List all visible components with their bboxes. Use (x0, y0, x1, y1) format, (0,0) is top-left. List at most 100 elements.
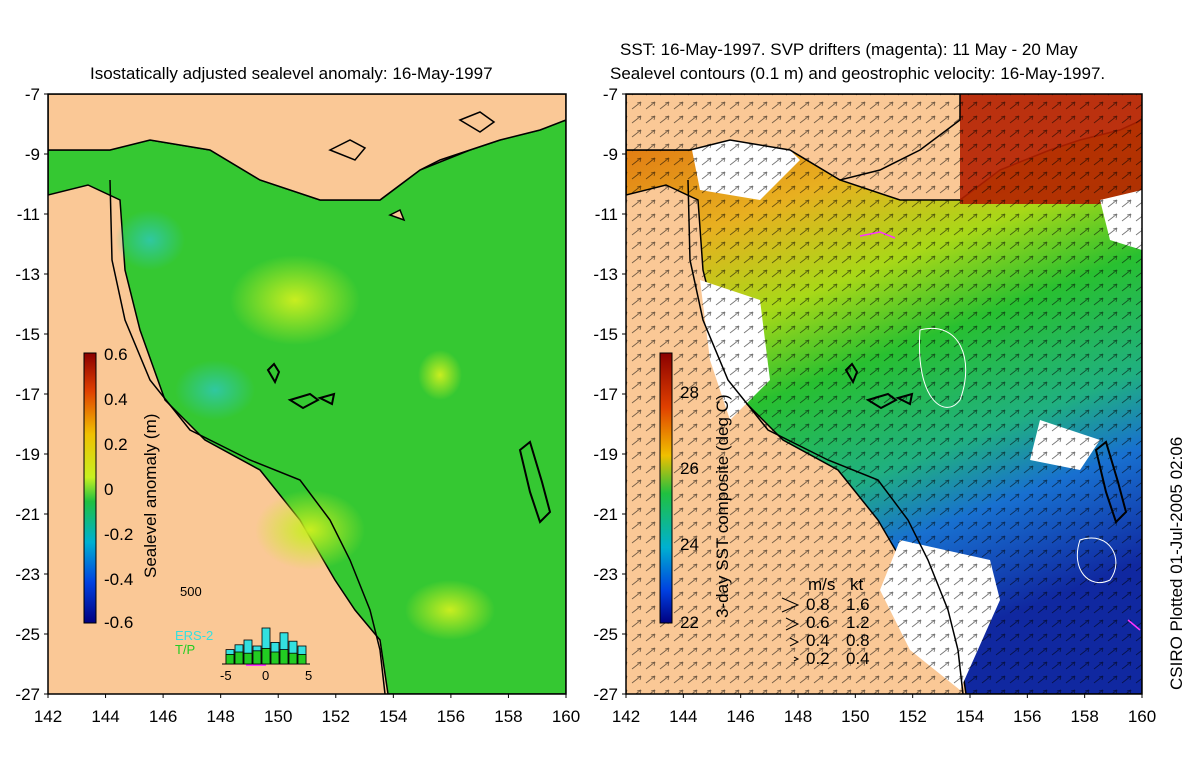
y-tick-label: -21 (593, 505, 618, 524)
left-new-guinea-landmass (48, 94, 566, 201)
inset-tp-bar (261, 648, 271, 665)
velocity-legend-header-kt: kt (850, 575, 864, 594)
y-tick-label: -11 (17, 205, 40, 224)
x-tick-label: 146 (726, 707, 754, 726)
inset-tp-bar (279, 649, 289, 665)
x-tick-label: 142 (34, 707, 62, 726)
x-tick-label: 158 (494, 707, 522, 726)
right-bathymetry-contour (687, 179, 964, 694)
sst-colorbar-tick: 24 (680, 535, 699, 554)
inset-tp-bar (234, 651, 244, 665)
inset-tp-bar (288, 652, 298, 665)
x-tick-label: 144 (669, 707, 697, 726)
x-tick-label: 144 (91, 707, 119, 726)
inset-x-tick: 0 (262, 668, 269, 683)
inset-tp-label: T/P (175, 642, 195, 657)
inset-x-tick: 5 (305, 668, 312, 683)
y-tick-label: -23 (593, 565, 618, 584)
y-tick-label: -7 (25, 85, 40, 104)
sealevel-colorbar-gradient (83, 352, 97, 624)
inset-tp-bar (225, 654, 235, 665)
y-tick-label: -9 (25, 145, 40, 164)
right-geostrophic-velocity-arrows (626, 94, 1142, 694)
y-tick-label: -21 (15, 505, 40, 524)
x-tick-label: 156 (437, 707, 465, 726)
right-colorbar: 28 26 24 22 3-day SST composite (deg C) (659, 352, 732, 632)
x-tick-label: 146 (149, 707, 177, 726)
left-positive-anomaly-blob-mid (418, 350, 462, 400)
sealevel-colorbar-tick: -0.2 (104, 525, 133, 544)
left-negative-anomaly-blob-2 (175, 360, 255, 420)
csiro-plot-timestamp: CSIRO Plotted 01-Jul-2005 02:06 (1167, 437, 1186, 690)
sealevel-colorbar-tick: 0 (104, 480, 113, 499)
y-tick-label: -17 (15, 385, 40, 404)
right-map (626, 94, 1142, 694)
left-positive-anomaly-blob-se (405, 580, 495, 640)
sealevel-colorbar-tick: -0.6 (104, 613, 133, 632)
velocity-legend-kt: 1.2 (846, 613, 870, 632)
sealevel-colorbar-tick: 0.2 (104, 435, 128, 454)
velocity-legend-arrow (781, 597, 800, 613)
left-inset-histogram: 500 ERS-2 T/P -5 0 5 (175, 584, 312, 683)
left-positive-anomaly-blob (230, 255, 360, 345)
velocity-legend-ms: 0.6 (806, 613, 830, 632)
right-svp-drifter-tracks (859, 231, 1141, 631)
velocity-legend-arrow (789, 637, 800, 647)
sst-colorbar-tick: 28 (680, 383, 699, 402)
inset-tp-bar (252, 650, 262, 665)
velocity-legend-ms: 0.8 (806, 595, 830, 614)
sst-colorbar-gradient (659, 352, 673, 624)
inset-max-label: 500 (180, 584, 202, 599)
x-tick-label: 150 (841, 707, 869, 726)
inset-marker-bar (246, 663, 266, 666)
inset-tp-bar (297, 654, 307, 665)
velocity-legend-kt: 0.4 (846, 649, 870, 668)
left-coral-sea-islands (328, 111, 496, 222)
y-tick-label: -15 (593, 325, 618, 344)
sst-colorbar-tick: 26 (680, 459, 699, 478)
sealevel-colorbar-tick: 0.6 (104, 345, 128, 364)
x-tick-label: 158 (1070, 707, 1098, 726)
velocity-legend-arrow (785, 617, 800, 631)
velocity-legend-kt: 1.6 (846, 595, 870, 614)
left-map (48, 94, 566, 694)
left-bathymetry-contour (109, 179, 386, 694)
x-tick-label: 160 (1128, 707, 1156, 726)
y-tick-label: -25 (593, 625, 618, 644)
y-tick-label: -19 (593, 445, 618, 464)
x-tick-label: 152 (898, 707, 926, 726)
left-positive-anomaly-blob-south (255, 490, 365, 570)
sealevel-colorbar-tick: -0.4 (104, 570, 133, 589)
left-colorbar: 0.6 0.4 0.2 0 -0.2 -0.4 -0.6 Sealevel an… (83, 345, 160, 632)
y-tick-label: -17 (593, 385, 618, 404)
y-tick-label: -27 (593, 685, 618, 704)
inset-tp-bar (270, 651, 280, 665)
velocity-legend-kt: 0.8 (846, 631, 870, 650)
sealevel-colorbar-label: Sealevel anomaly (m) (141, 414, 160, 578)
right-map-title-line1: SST: 16-May-1997. SVP drifters (magenta)… (620, 40, 1078, 59)
x-tick-label: 154 (379, 707, 407, 726)
x-tick-label: 154 (956, 707, 984, 726)
inset-tp-bar (243, 652, 253, 665)
inset-ers2-label: ERS-2 (175, 628, 213, 643)
velocity-legend-ms: 0.2 (806, 649, 830, 668)
y-tick-label: -19 (15, 445, 40, 464)
velocity-legend: m/s kt 0.8 1.6 0.6 1.2 0.4 0.8 0.2 0.4 (781, 575, 870, 668)
y-tick-label: -25 (15, 625, 40, 644)
sealevel-colorbar-tick: 0.4 (104, 390, 128, 409)
y-tick-label: -11 (595, 205, 618, 224)
x-tick-label: 148 (206, 707, 234, 726)
right-map-title-line2: Sealevel contours (0.1 m) and geostrophi… (610, 64, 1106, 83)
velocity-legend-header-ms: m/s (808, 575, 835, 594)
left-negative-anomaly-blob (115, 210, 185, 270)
sst-colorbar-label: 3-day SST composite (deg C) (713, 394, 732, 618)
right-reef-islands (844, 362, 1128, 524)
y-tick-label: -15 (15, 325, 40, 344)
velocity-legend-ms: 0.4 (806, 631, 830, 650)
left-map-title: Isostatically adjusted sealevel anomaly:… (90, 64, 493, 83)
left-reef-islands (266, 362, 552, 524)
inset-x-tick: -5 (220, 668, 232, 683)
velocity-legend-arrow (793, 656, 800, 662)
x-tick-label: 142 (612, 707, 640, 726)
y-tick-label: -7 (603, 85, 618, 104)
